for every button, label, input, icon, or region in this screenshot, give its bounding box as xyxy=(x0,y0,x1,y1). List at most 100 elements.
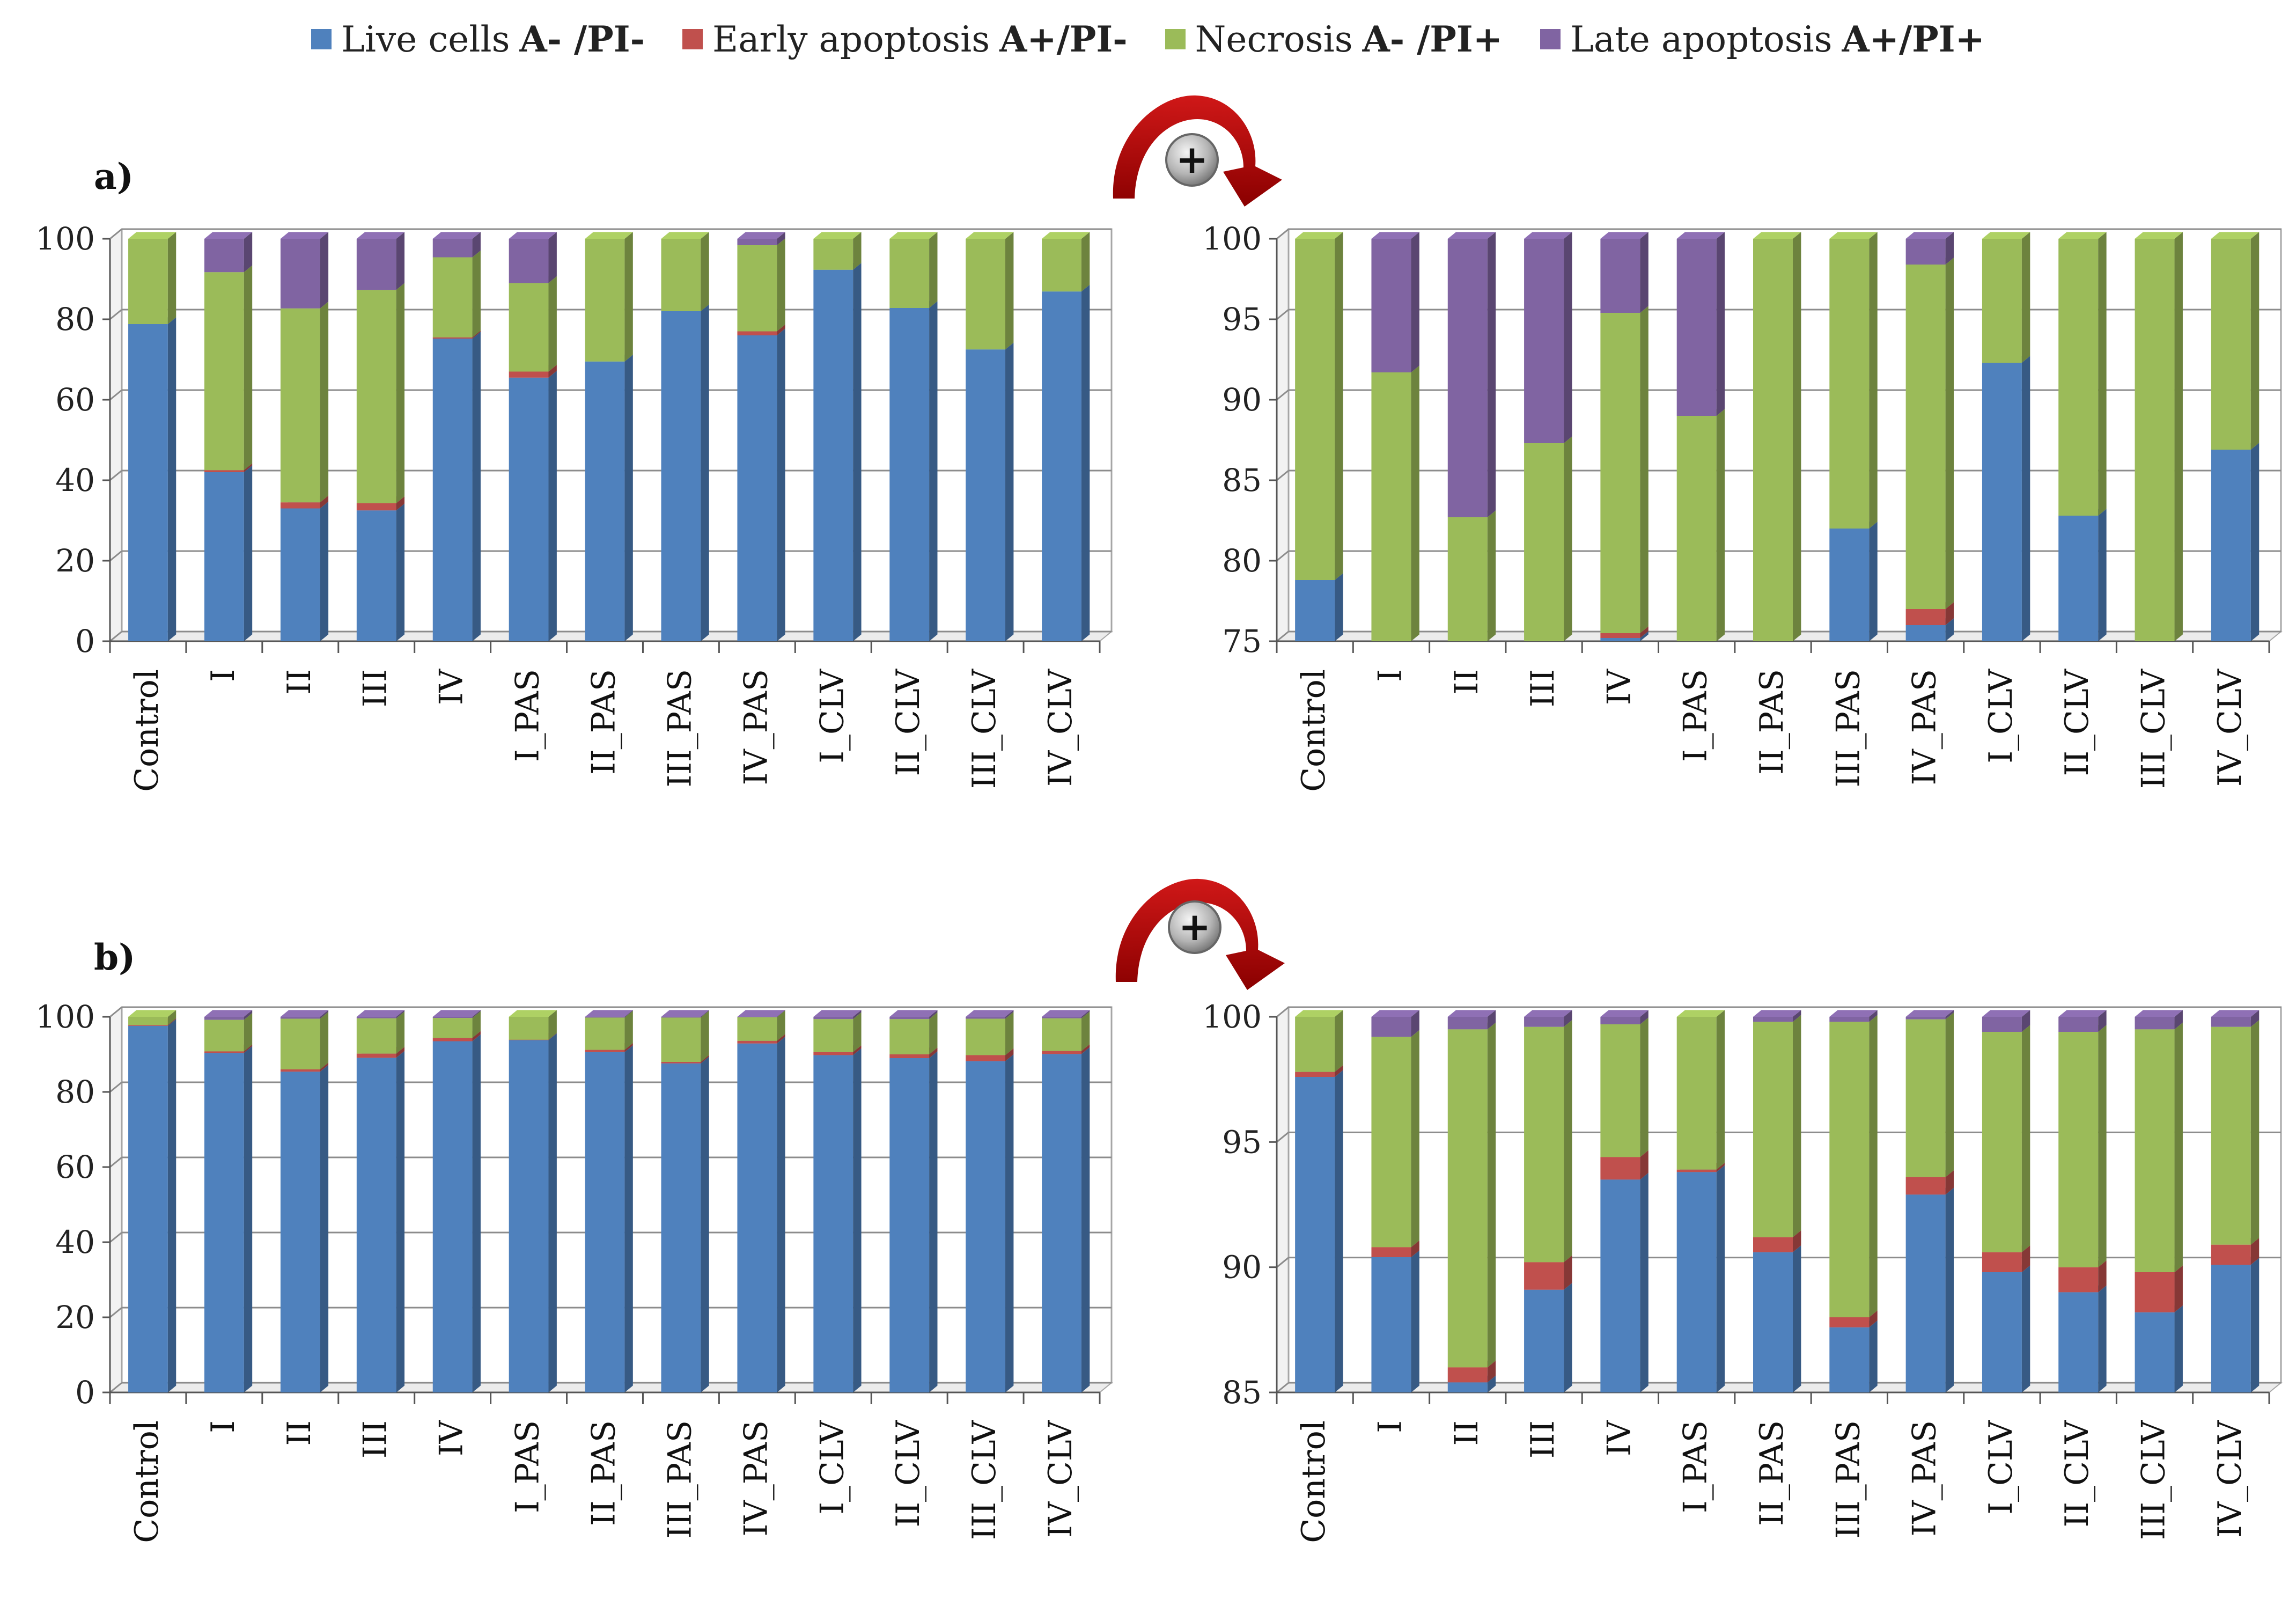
bar-late-apoptosis xyxy=(1829,1010,1878,1022)
x-tick-label: III xyxy=(357,1420,394,1458)
x-tick-label: IV_PAS xyxy=(737,669,775,785)
bar-late-apoptosis-top xyxy=(1600,232,1649,239)
bar-necrosis-side xyxy=(1487,1022,1496,1368)
gridline-side xyxy=(109,550,122,562)
x-tick-label: I_CLV xyxy=(813,1419,851,1514)
bar-necrosis xyxy=(1829,232,1878,529)
bar-live-side xyxy=(1945,1187,1954,1392)
bar-live-front xyxy=(128,324,168,641)
x-tick-label: Control xyxy=(128,1420,166,1543)
bar-early-apoptosis-side xyxy=(472,1031,481,1041)
bar-live xyxy=(1829,522,1878,641)
bar-live-side xyxy=(853,263,862,641)
bar-live xyxy=(737,1037,785,1392)
bar-necrosis-top xyxy=(2135,232,2183,239)
bar-late-apoptosis-side xyxy=(1081,1010,1090,1018)
bar-live xyxy=(1295,1070,1343,1392)
bar-early-apoptosis-front xyxy=(2135,1272,2175,1312)
bar-live-front xyxy=(1905,625,1946,641)
x-tick-label: III_CLV xyxy=(2135,668,2173,789)
bar-necrosis xyxy=(1447,1022,1496,1368)
bar-live-front xyxy=(204,472,244,641)
bar-necrosis-side xyxy=(1716,1010,1725,1170)
bar-necrosis-side xyxy=(1793,232,1801,641)
bar-early-apoptosis-front xyxy=(1295,1072,1335,1077)
bar-late-apoptosis-side xyxy=(2098,1010,2107,1032)
bar-necrosis-front xyxy=(1676,416,1717,641)
x-tick-label: III_PAS xyxy=(661,669,698,787)
y-tick-label: 0 xyxy=(75,1374,95,1411)
bar-necrosis-top xyxy=(1829,232,1878,239)
legend-swatch-late xyxy=(1540,29,1561,49)
bar-early-apoptosis-front xyxy=(661,1062,701,1063)
bar-necrosis-side xyxy=(2021,1025,2030,1252)
bar-early-apoptosis-front xyxy=(1905,1177,1946,1195)
bar-necrosis-side xyxy=(2250,1020,2260,1245)
zoom-indicator-b: + xyxy=(1115,878,1285,990)
bar-late-apoptosis-top xyxy=(280,1010,329,1017)
bar-necrosis-side xyxy=(1869,232,1878,529)
bar-live xyxy=(204,465,253,641)
bar-live-front xyxy=(1447,1382,1488,1392)
legend-label-early: Early apoptosis xyxy=(712,18,990,60)
bar-late-apoptosis xyxy=(1753,1010,1801,1022)
bar-early-apoptosis-front xyxy=(737,1040,777,1044)
legend-swatch-necrosis xyxy=(1165,29,1186,49)
bar-live-front xyxy=(2211,450,2251,641)
bar-necrosis-top xyxy=(661,232,709,239)
bar-live-front xyxy=(2058,1292,2099,1392)
bar-late-apoptosis-front xyxy=(280,239,320,309)
legend-item-necrosis: Necrosis A- /PI+ xyxy=(1165,18,1503,60)
bar-necrosis-front xyxy=(204,272,244,471)
bar-early-apoptosis-front xyxy=(1042,1051,1081,1054)
y-tick-label: 40 xyxy=(55,1224,95,1260)
bar-early-apoptosis-front xyxy=(585,1050,625,1052)
gridline-side xyxy=(109,1382,122,1393)
bar-necrosis-front xyxy=(432,1018,473,1038)
bar-necrosis-side xyxy=(244,265,253,471)
bar-live-front xyxy=(889,1058,930,1392)
legend-label-live: Live cells xyxy=(341,18,510,60)
x-tick-label: IV xyxy=(1600,668,1638,705)
zoom-arrow-icon xyxy=(1113,95,1282,207)
bar-late-apoptosis-side xyxy=(2250,1010,2260,1027)
bar-necrosis-side xyxy=(1005,1011,1014,1055)
bar-live-front xyxy=(432,1041,473,1392)
bar-late-apoptosis-top xyxy=(966,1010,1014,1017)
bar-late-apoptosis-top xyxy=(1042,1010,1090,1017)
bar-live-front xyxy=(1042,1054,1081,1392)
x-tick-label: I_PAS xyxy=(1677,1420,1714,1513)
bar-live-side xyxy=(1335,1070,1343,1392)
bar-live-side xyxy=(701,1057,709,1392)
bar-necrosis-front xyxy=(1829,1022,1870,1317)
bar-necrosis-front xyxy=(1042,239,1081,292)
bar-necrosis-side xyxy=(1716,409,1725,641)
gridline-side xyxy=(109,1006,122,1018)
bar-necrosis-side xyxy=(396,1011,405,1054)
bar-necrosis-side xyxy=(472,1011,481,1038)
x-tick-label: II xyxy=(281,1420,318,1446)
bar-live-side xyxy=(472,332,481,641)
bar-necrosis-front xyxy=(2135,239,2175,641)
legend-item-early: Early apoptosis A+/PI- xyxy=(682,18,1128,60)
bar-late-apoptosis-top xyxy=(1371,232,1419,239)
gridline-side xyxy=(109,470,122,481)
legend-item-late: Late apoptosis A+/PI+ xyxy=(1540,18,1985,60)
bar-late-apoptosis-front xyxy=(432,1017,473,1018)
bar-live xyxy=(2211,443,2260,641)
legend-swatch-live xyxy=(311,29,332,49)
bar-live-side xyxy=(2250,443,2260,641)
bar-live-front xyxy=(280,1072,320,1392)
bar-late-apoptosis xyxy=(1042,1010,1090,1018)
bar-late-apoptosis-top xyxy=(1829,1010,1878,1017)
x-tick-label: III_PAS xyxy=(1829,1420,1867,1538)
bar-late-apoptosis-side xyxy=(1945,232,1954,265)
x-tick-label: I xyxy=(204,1420,242,1433)
bar-late-apoptosis-top xyxy=(1371,1010,1419,1017)
bar-live-side xyxy=(1869,522,1878,641)
bar-late-apoptosis-top xyxy=(432,232,481,239)
bar-late-apoptosis xyxy=(509,232,557,283)
bar-late-apoptosis-front xyxy=(889,1017,930,1019)
gridline-side xyxy=(109,1081,122,1093)
